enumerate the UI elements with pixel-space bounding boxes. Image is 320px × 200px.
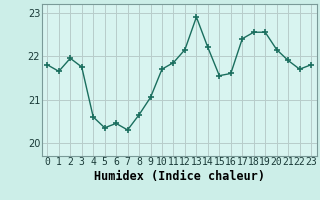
X-axis label: Humidex (Indice chaleur): Humidex (Indice chaleur) (94, 170, 265, 183)
